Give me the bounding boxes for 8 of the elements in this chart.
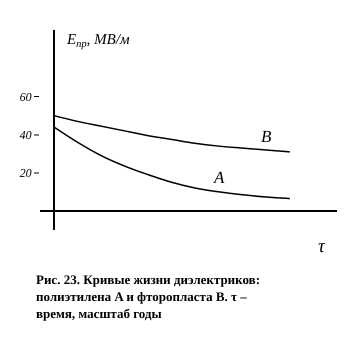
y-tick-label: 40 (20, 128, 32, 142)
y-tick-label: 60 (20, 90, 32, 104)
series-label: B (261, 127, 272, 146)
y-tick-label: 20 (20, 166, 32, 180)
text: Рис. 23. Кривые жизни диэлектриков: полиэтилена A и фторопласта B. τ – время, масштаб годы (36, 272, 260, 321)
x-axis-title: τ (318, 236, 326, 257)
series-label: A (213, 168, 225, 187)
y-axis-title: E$_{пр}$, МВ/м (66, 32, 130, 50)
